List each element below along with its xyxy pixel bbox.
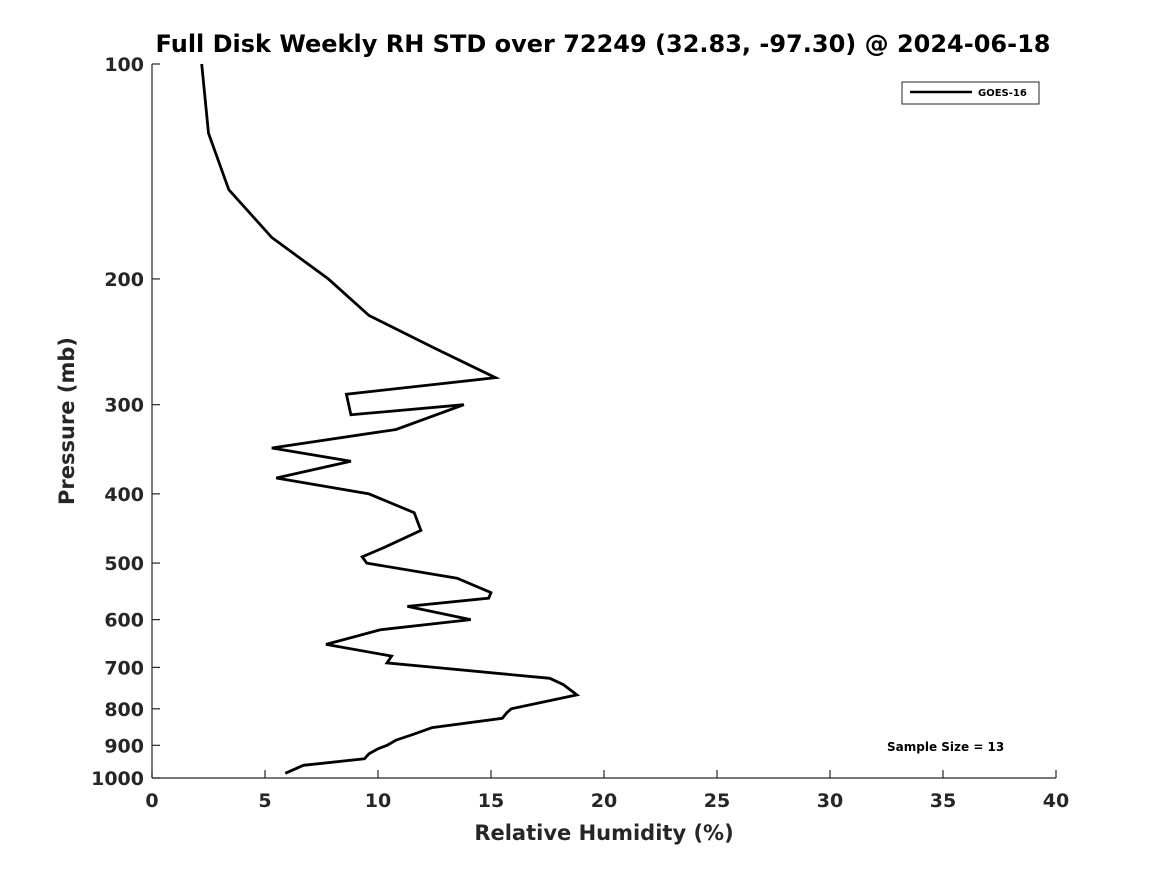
plot-area [151,64,1056,779]
x-tick-label: 5 [258,790,271,812]
x-tick-label: 15 [478,790,504,812]
x-ticks: 0 5 10 15 20 25 30 35 40 [145,770,1069,812]
y-tick-label: 400 [104,484,144,506]
series-layer [200,63,581,775]
legend-label-goes-16: GOES-16 [978,88,1027,99]
x-tick-label: 10 [365,790,391,812]
sample-size-annotation: Sample Size = 13 [887,740,1004,754]
y-tick-label: 700 [104,657,144,679]
y-tick-label: 900 [104,735,144,757]
series-line-goes-16 [200,63,581,775]
x-tick-label: 20 [591,790,617,812]
legend: GOES-16 [901,81,1040,105]
x-tick-label: 25 [704,790,730,812]
chart-title: Full Disk Weekly RH STD over 72249 (32.8… [156,30,1051,58]
y-tick-label: 100 [104,54,144,76]
y-tick-label: 1000 [91,768,144,790]
x-tick-label: 35 [930,790,956,812]
y-tick-label: 500 [104,553,144,575]
x-axis-label: Relative Humidity (%) [474,821,733,845]
x-tick-label: 40 [1043,790,1069,812]
y-tick-label: 600 [104,610,144,632]
y-axis-label: Pressure (mb) [55,337,79,505]
x-tick-label: 30 [817,790,843,812]
y-tick-label: 300 [104,395,144,417]
x-tick-label: 0 [145,790,158,812]
y-tick-label: 800 [104,699,144,721]
y-tick-label: 200 [104,269,144,291]
y-ticks: 100 200 300 400 500 600 700 800 900 1000 [91,54,160,790]
